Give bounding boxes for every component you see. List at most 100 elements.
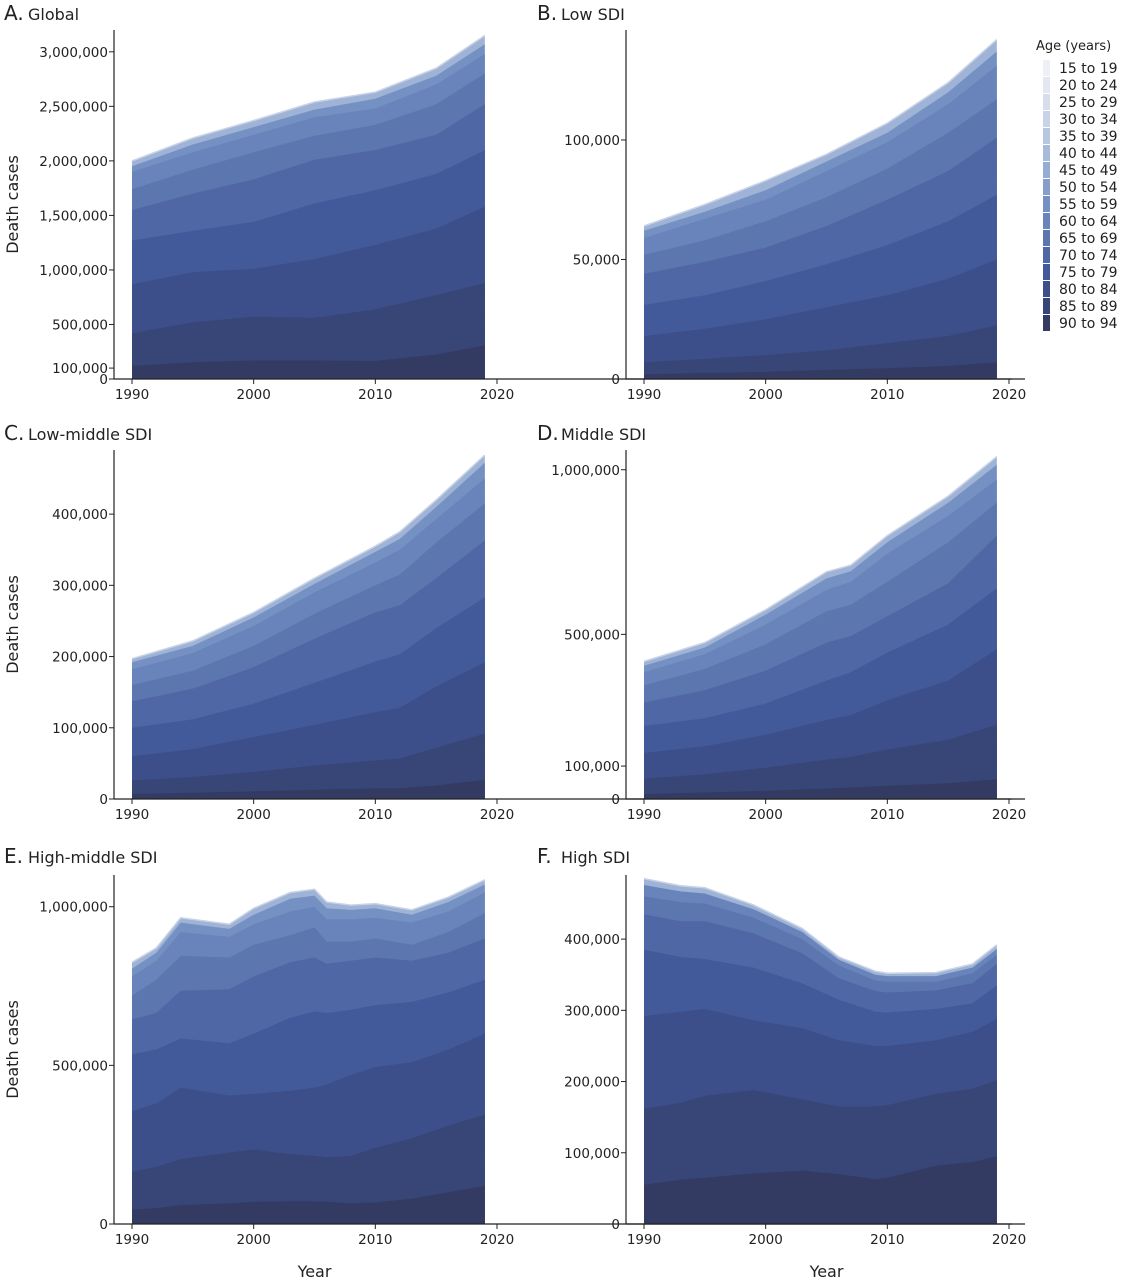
area-band-90-to-94: [644, 362, 997, 379]
area-band-90-to-94: [644, 779, 997, 799]
legend-label: 25 to 29: [1059, 95, 1118, 111]
x-tick-label: 2010: [358, 387, 392, 403]
area-band-90-to-94: [644, 1156, 997, 1224]
legend-label: 70 to 74: [1059, 248, 1118, 264]
y-tick-label: 3,000,000: [39, 45, 108, 61]
legend-swatch: [1043, 128, 1050, 144]
x-tick-label: 2020: [992, 387, 1026, 403]
panel-letter: D.: [537, 421, 559, 445]
y-tick-label: 100,000: [564, 759, 620, 775]
legend-swatch: [1043, 60, 1050, 76]
y-tick-label: 200,000: [52, 650, 108, 666]
legend-swatch: [1043, 145, 1050, 161]
panel-middle-sdi: D. Middle SDI 0 100,000 500,000 1,000,000 1990…: [537, 421, 1026, 823]
y-tick-label: 100,000: [52, 721, 108, 737]
panel-title: Low SDI: [561, 5, 625, 24]
y-tick-label: 100,000: [564, 133, 620, 149]
x-tick-label: 2000: [748, 807, 782, 823]
x-tick-label: 2000: [236, 1232, 270, 1248]
x-tick-label: 2010: [870, 387, 904, 403]
legend-swatch: [1043, 77, 1050, 93]
y-tick-label: 100,000: [564, 1146, 620, 1162]
y-tick-label: 1,000,000: [39, 900, 108, 916]
legend-item: 35 to 39: [1043, 128, 1118, 145]
x-tick-label: 2010: [870, 1232, 904, 1248]
x-axis-title: Year: [809, 1262, 844, 1280]
legend-item: 25 to 29: [1043, 94, 1118, 111]
legend-item: 50 to 54: [1043, 179, 1118, 196]
legend-item: 20 to 24: [1043, 77, 1118, 94]
x-tick-label: 1990: [627, 807, 661, 823]
area-top-edge: [643, 456, 998, 663]
legend-label: 45 to 49: [1059, 163, 1118, 179]
y-axis-title: Death cases: [3, 1000, 22, 1099]
legend-item: 75 to 79: [1043, 264, 1118, 281]
area-top-edge: [643, 877, 998, 975]
legend-item: 40 to 44: [1043, 145, 1118, 162]
area-band-85-to-89: [132, 283, 485, 379]
x-tick-label: 2010: [358, 1232, 392, 1248]
legend-label: 35 to 39: [1059, 129, 1118, 145]
legend-item: 60 to 64: [1043, 213, 1118, 230]
legend-swatch: [1043, 94, 1050, 110]
area-band-90-to-94: [132, 345, 485, 379]
x-tick-label: 2020: [480, 387, 514, 403]
legend-item: 55 to 59: [1043, 196, 1118, 213]
y-tick-label: 500,000: [52, 317, 108, 333]
legend-swatch: [1043, 230, 1050, 246]
x-tick-label: 2020: [480, 1232, 514, 1248]
legend-label: 65 to 69: [1059, 231, 1118, 247]
y-tick-label: 500,000: [564, 627, 620, 643]
y-tick-label: 500,000: [52, 1058, 108, 1074]
x-tick-label: 2000: [748, 387, 782, 403]
legend-swatch: [1043, 315, 1050, 331]
area-top-edge: [131, 34, 486, 162]
x-tick-label: 2020: [480, 807, 514, 823]
y-tick-label: 200,000: [564, 1075, 620, 1091]
legend-swatch: [1043, 162, 1050, 178]
x-axis-title: Year: [297, 1262, 332, 1280]
legend-item: 30 to 34: [1043, 111, 1118, 128]
legend-swatch: [1043, 196, 1050, 212]
x-tick-label: 2000: [236, 387, 270, 403]
x-tick-label: 2000: [236, 807, 270, 823]
panel-title: Middle SDI: [561, 425, 646, 444]
panel-title: Global: [28, 5, 79, 24]
legend-label: 90 to 94: [1059, 316, 1118, 332]
x-tick-label: 2000: [748, 1232, 782, 1248]
panel-letter: C.: [4, 421, 24, 445]
legend-swatch: [1043, 281, 1050, 297]
legend-label: 75 to 79: [1059, 265, 1118, 281]
legend-swatch: [1043, 264, 1050, 280]
y-tick-label: 300,000: [564, 1003, 620, 1019]
x-tick-label: 1990: [627, 1232, 661, 1248]
x-tick-label: 2010: [358, 807, 392, 823]
panel-title: High-middle SDI: [28, 848, 157, 867]
legend-label: 60 to 64: [1059, 214, 1118, 230]
y-tick-label: 2,000,000: [39, 154, 108, 170]
area-top-edge: [643, 39, 998, 227]
y-tick-label: 1,500,000: [39, 208, 108, 224]
legend-swatch: [1043, 298, 1050, 314]
legend-swatch: [1043, 213, 1050, 229]
y-tick-label: 400,000: [52, 507, 108, 523]
x-tick-label: 1990: [115, 807, 149, 823]
legend-label: 80 to 84: [1059, 282, 1118, 298]
legend-swatch: [1043, 111, 1050, 127]
x-tick-label: 1990: [115, 387, 149, 403]
legend-label: 55 to 59: [1059, 197, 1118, 213]
panel-high-middle-sdi: E. High-middle SDI 0 500,000 1,000,000 1990 20…: [3, 844, 1012, 1280]
area-band-85-to-89: [132, 733, 485, 799]
area-top-edge: [131, 454, 486, 660]
panel-low-middle-sdi: C. Low-middle SDI 0 100,000 200,000 300,000 40…: [3, 421, 1012, 823]
y-tick-label: 2,500,000: [39, 99, 108, 115]
panel-letter: E.: [4, 844, 23, 868]
y-tick-label: 0: [611, 1217, 620, 1233]
x-tick-label: 2020: [992, 1232, 1026, 1248]
y-tick-label: 100,000: [52, 361, 108, 377]
y-tick-label: 1,000,000: [551, 463, 620, 479]
y-tick-label: 400,000: [564, 932, 620, 948]
panel-letter: A.: [4, 1, 24, 25]
y-axis-title: Death cases: [3, 155, 22, 254]
